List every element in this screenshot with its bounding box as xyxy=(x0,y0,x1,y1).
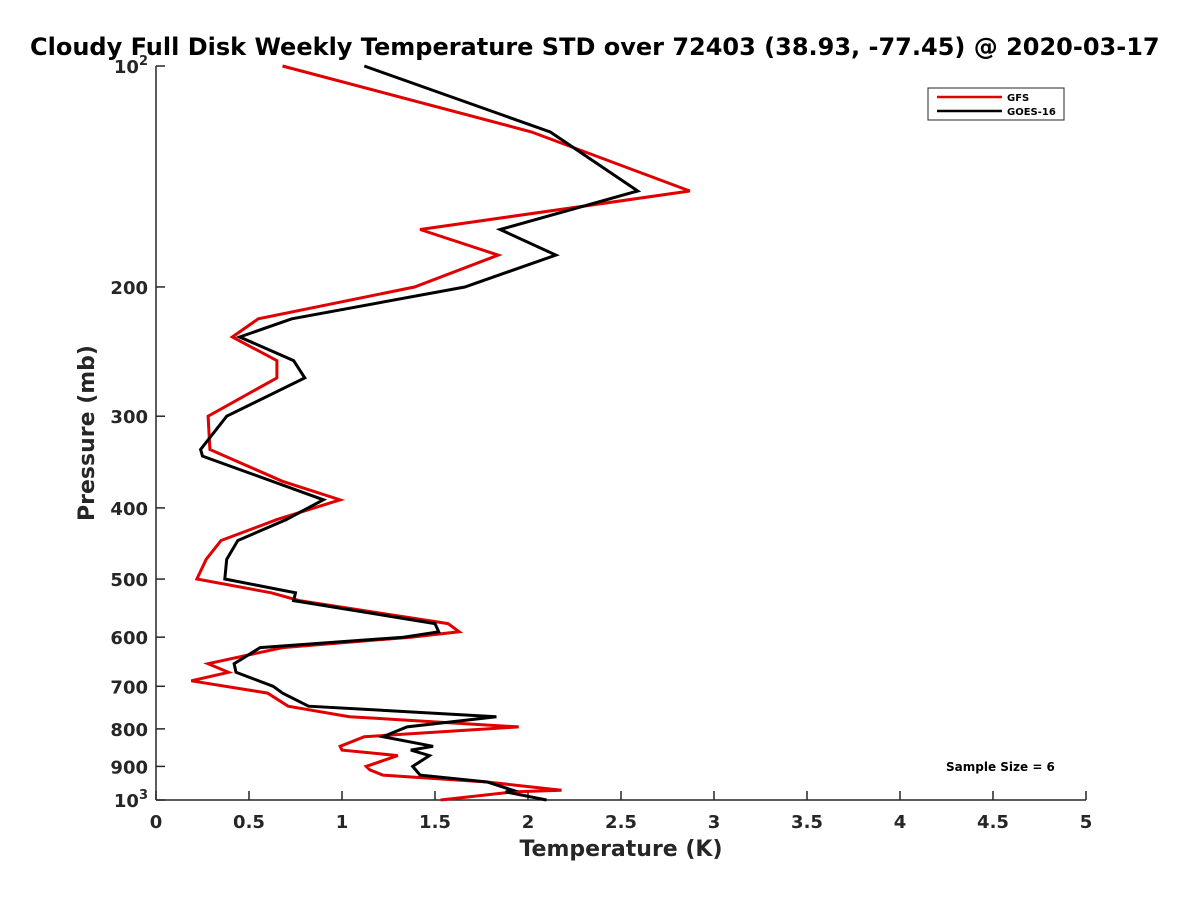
x-tick-label: 5 xyxy=(1080,812,1093,833)
y-tick-label-base: 800 xyxy=(110,720,148,741)
series-group xyxy=(190,64,691,802)
y-tick-label-base: 900 xyxy=(110,757,148,778)
y-tick-label-base: 700 xyxy=(110,677,148,698)
chart-title: Cloudy Full Disk Weekly Temperature STD … xyxy=(30,33,1160,61)
x-tick-label: 4.5 xyxy=(977,812,1009,833)
y-tick-label: 900 xyxy=(110,757,148,778)
y-axis-label: Pressure (mb) xyxy=(75,345,100,521)
y-tick-label: 500 xyxy=(110,570,148,591)
x-tick-label: 3.5 xyxy=(791,812,823,833)
legend-label: GFS xyxy=(1007,93,1029,104)
series-line-gfs xyxy=(190,64,691,802)
x-tick-label: 1.5 xyxy=(419,812,451,833)
y-tick-label-base: 10 xyxy=(114,791,139,812)
x-ticks: 0 0.5 1 1.5 2 2.5 3 3.5 4 4.5 5 xyxy=(150,791,1093,833)
y-tick-label: 102 xyxy=(114,54,148,78)
sample-size-annotation: Sample Size = 6 xyxy=(946,760,1055,774)
x-tick-label: 4 xyxy=(894,812,907,833)
x-tick-label: 0 xyxy=(150,812,163,833)
y-tick-label-base: 500 xyxy=(110,570,148,591)
y-tick-label-base: 200 xyxy=(110,278,148,299)
legend: GFS GOES-16 xyxy=(927,87,1065,121)
y-tick-label: 400 xyxy=(110,499,148,520)
y-tick-label-base: 400 xyxy=(110,499,148,520)
y-tick-label: 103 xyxy=(114,788,148,812)
y-tick-label-exponent: 3 xyxy=(139,788,148,803)
y-tick-label-base: 600 xyxy=(110,628,148,649)
y-tick-label: 800 xyxy=(110,720,148,741)
series-line-goes-16 xyxy=(198,64,642,802)
y-tick-label-base: 300 xyxy=(110,407,148,428)
x-axis-label: Temperature (K) xyxy=(519,837,722,862)
y-tick-label-exponent: 2 xyxy=(139,54,148,69)
x-tick-label: 1 xyxy=(336,812,349,833)
y-tick-label-base: 10 xyxy=(114,57,139,78)
y-tick-label: 700 xyxy=(110,677,148,698)
legend-label: GOES-16 xyxy=(1007,107,1056,118)
plot-area xyxy=(155,66,1086,801)
x-tick-label: 2 xyxy=(522,812,535,833)
y-tick-label: 200 xyxy=(110,278,148,299)
legend-box xyxy=(927,87,1065,121)
x-tick-label: 0.5 xyxy=(233,812,265,833)
x-tick-label: 3 xyxy=(708,812,721,833)
x-tick-label: 2.5 xyxy=(605,812,637,833)
y-tick-label: 600 xyxy=(110,628,148,649)
y-tick-label: 300 xyxy=(110,407,148,428)
